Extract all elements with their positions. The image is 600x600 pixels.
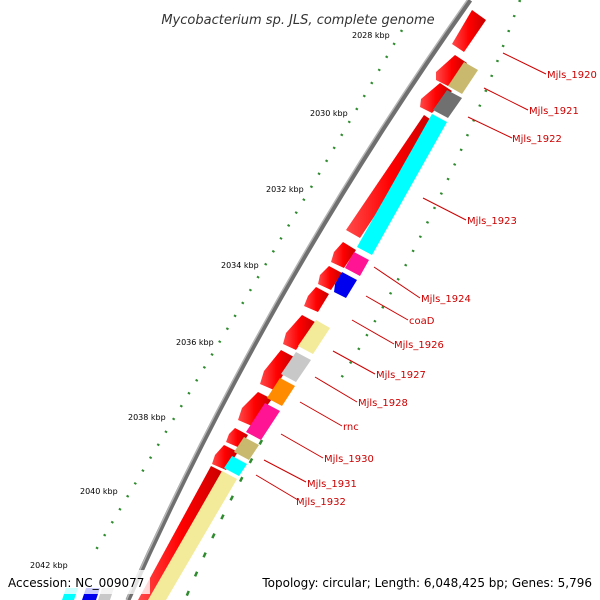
label-leaders [255, 52, 547, 501]
gene-label: coaD [409, 316, 435, 327]
backbone-outer [125, 0, 473, 600]
gene-cyan-2 [224, 456, 247, 476]
gene-label: Mjls_1930 [324, 454, 374, 465]
footer-backdrop [0, 570, 150, 594]
plus-strand-genes [62, 62, 478, 600]
ruler-label: 2030 kbp [310, 109, 348, 118]
gene-arrow [420, 83, 452, 113]
gene-arrow [304, 287, 329, 312]
gene-pale-yellow-2 [148, 471, 237, 600]
gene-khaki-2 [234, 437, 259, 460]
map-title: Mycobacterium sp. JLS, complete genome [161, 13, 434, 28]
gene-label: Mjls_1921 [529, 106, 579, 117]
gene-orange [267, 378, 295, 406]
outer-tick-arc [338, 0, 522, 381]
gene-arrow [212, 445, 238, 470]
ruler-label: 2040 kbp [80, 487, 118, 496]
gene-blue [334, 272, 357, 298]
gene-label: Mjls_1932 [296, 497, 346, 508]
gene-arrow [138, 466, 225, 600]
gene-arrow [452, 10, 486, 52]
ruler-label: 2028 kbp [352, 31, 390, 40]
gene-arrow [346, 115, 436, 238]
gene-arrow [331, 242, 356, 268]
gene-label: Mjls_1920 [547, 70, 597, 81]
gene-label: Mjls_1926 [394, 340, 444, 351]
gene-label: Mjls_1931 [307, 479, 357, 490]
gene-cyan [357, 114, 447, 255]
ruler-labels: 2028 kbp 2030 kbp 2032 kbp 2034 kbp 2036… [30, 31, 390, 570]
gene-label: rnc [343, 422, 359, 433]
gene-magenta [345, 252, 369, 276]
accession-text: Accession: NC_009077 [8, 576, 144, 590]
gene-labels: Mjls_1920 Mjls_1921 Mjls_1922 Mjls_1923 … [296, 70, 597, 508]
gene-label: Mjls_1928 [358, 398, 408, 409]
gene-arrow [436, 55, 467, 86]
gene-label: Mjls_1922 [512, 134, 562, 145]
ruler-label: 2032 kbp [266, 185, 304, 194]
minus-strand-genes [138, 10, 486, 600]
gene-magenta-2 [246, 403, 280, 440]
gene-label: Mjls_1927 [376, 370, 426, 381]
gene-arrow [318, 266, 342, 290]
gene-label: Mjls_1923 [467, 216, 517, 227]
gene-arrow [260, 350, 294, 390]
lower-tick-arc [183, 439, 264, 600]
gene-label: Mjls_1924 [421, 294, 471, 305]
gene-pale-yellow [298, 320, 330, 354]
gene-arrow [283, 315, 315, 350]
ruler-label: 2042 kbp [30, 561, 68, 570]
genome-summary-text: Topology: circular; Length: 6,048,425 bp… [261, 576, 592, 590]
gene-arrow [238, 392, 272, 426]
ruler-label: 2036 kbp [176, 338, 214, 347]
backbone-inner [125, 0, 469, 600]
gene-dark-gray [433, 90, 462, 118]
gene-light-gray [281, 352, 311, 382]
gene-khaki [448, 62, 478, 94]
ruler-label: 2034 kbp [221, 261, 259, 270]
ruler-label: 2038 kbp [128, 413, 166, 422]
